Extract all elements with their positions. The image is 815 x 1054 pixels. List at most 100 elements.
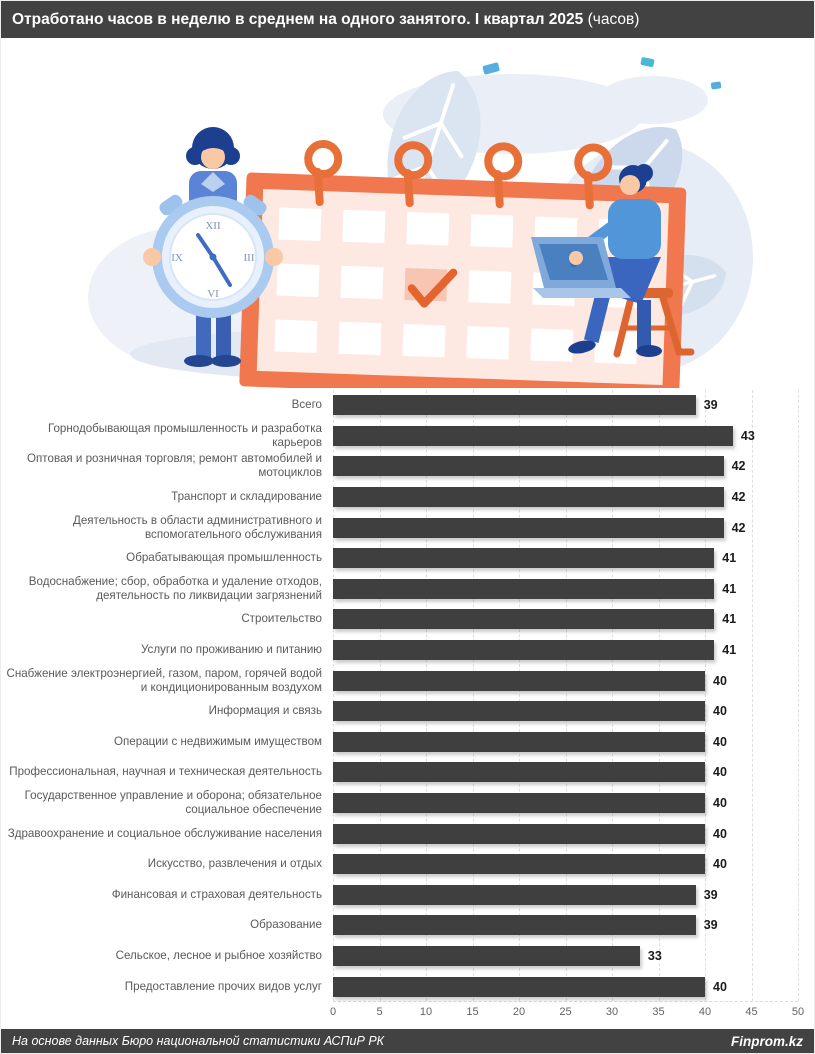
category-label: Операции с недвижимым имуществом	[114, 734, 322, 748]
x-tick-label: 0	[329, 1005, 337, 1018]
x-tick-label: 30	[605, 1005, 619, 1018]
header-bar: Отработано часов в неделю в среднем на о…	[1, 1, 814, 38]
x-axis: 0 5 10 15 20 25 30 35 40 45 50	[329, 1005, 804, 1022]
bar-track: 41	[333, 609, 798, 630]
bar	[333, 548, 715, 569]
bar	[333, 517, 724, 538]
chart-row: Государственное управление и оборона; об…	[1, 788, 814, 819]
category-label: Информация и связь	[208, 704, 322, 718]
chart-row: Услуги по проживанию и питанию 41	[1, 635, 814, 666]
chart-row: Всего 39	[1, 390, 814, 421]
bar	[333, 884, 696, 905]
category-label: Искусство, развлечения и отдых	[147, 857, 322, 871]
bar	[333, 854, 705, 875]
bar-track: 43	[333, 425, 798, 446]
bar-track: 40	[333, 793, 798, 814]
chart-row: Обрабатывающая промышленность 41	[1, 543, 814, 574]
bar-value-label: 40	[713, 796, 727, 811]
bar-value-label: 40	[713, 826, 727, 841]
bar-value-label: 41	[722, 643, 737, 658]
bar-value-label: 39	[703, 398, 718, 413]
category-label: Снабжение электроэнергией, газом, паром,…	[6, 666, 322, 694]
chart-row: Здравоохранение и социальное обслуживани…	[1, 818, 814, 849]
category-label: Горнодобывающая промышленность и разрабо…	[47, 421, 322, 449]
category-label: Обрабатывающая промышленность	[126, 551, 322, 565]
bar	[333, 762, 705, 783]
bar-track: 40	[333, 854, 798, 875]
category-label: Сельское, лесное и рыбное хозяйство	[115, 948, 322, 962]
calendar-rings	[303, 140, 612, 210]
bar	[333, 915, 696, 936]
bar	[333, 640, 715, 661]
bar-track: 33	[333, 945, 798, 966]
chart-row: Профессиональная, научная и техническая …	[1, 757, 814, 788]
bar-track: 40	[333, 731, 798, 752]
bar-track: 42	[333, 517, 798, 538]
bar-track: 41	[333, 578, 798, 599]
bar	[333, 487, 724, 508]
category-label: Оптовая и розничная торговля; ремонт авт…	[27, 452, 322, 480]
clock-numeral-ix: IX	[171, 252, 183, 264]
category-label: Всего	[291, 398, 322, 412]
bar	[333, 578, 715, 599]
bar	[333, 731, 705, 752]
person-with-clock: XII III VI IX	[142, 127, 283, 367]
bar-value-label: 41	[722, 581, 737, 596]
chart-row: Снабжение электроэнергией, газом, паром,…	[1, 665, 814, 696]
bar-value-label: 42	[731, 459, 746, 474]
bar-track: 42	[333, 456, 798, 477]
bar-track: 41	[333, 640, 798, 661]
category-label: Услуги по проживанию и питанию	[140, 642, 322, 656]
bar-value-label: 40	[713, 857, 727, 872]
bar-track: 39	[333, 915, 798, 936]
bar-track: 40	[333, 976, 798, 997]
chart-row: Операции с недвижимым имуществом 40	[1, 727, 814, 758]
calendar-clock-illustration: XII III VI IX	[87, 57, 753, 388]
x-tick-label: 15	[466, 1005, 479, 1018]
x-tick-label: 5	[376, 1005, 383, 1018]
bar-track: 40	[333, 701, 798, 722]
x-tick-label: 10	[419, 1005, 433, 1018]
chart-row: Информация и связь 40	[1, 696, 814, 727]
bar	[333, 945, 640, 966]
bar-value-label: 39	[703, 887, 718, 902]
bar-value-label: 41	[722, 551, 737, 566]
footer-bar: На основе данных Бюро национальной стати…	[1, 1029, 814, 1053]
bar-track: 41	[333, 548, 798, 569]
x-tick-label: 40	[698, 1005, 712, 1018]
bar-value-label: 33	[647, 948, 662, 963]
calendar-cells	[273, 207, 641, 365]
bar-value-label: 43	[740, 428, 755, 443]
category-label: Транспорт и складирование	[171, 490, 322, 503]
bar-value-label: 40	[713, 734, 727, 749]
category-label: Образование	[250, 918, 322, 932]
x-tick-label: 25	[559, 1005, 572, 1018]
bar-value-label: 42	[731, 520, 746, 535]
bar-track: 40	[333, 670, 798, 691]
bar	[333, 793, 705, 814]
bar	[333, 976, 705, 997]
bar-value-label: 40	[713, 765, 727, 780]
category-label: Водоснабжение; сбор, обработка и удалени…	[28, 574, 322, 602]
bar-chart: Всего 39 Горнодобывающая промышленность …	[1, 390, 814, 1022]
illustration: XII III VI IX	[1, 44, 814, 388]
check-icon	[407, 268, 457, 308]
person-with-laptop	[530, 164, 694, 358]
x-tick-label: 50	[791, 1005, 805, 1018]
bar-value-label: 40	[713, 673, 727, 688]
chart-rows: Всего 39 Горнодобывающая промышленность …	[1, 390, 814, 1002]
category-label: Здравоохранение и социальное обслуживани…	[7, 826, 322, 840]
bar-value-label: 40	[713, 704, 727, 719]
bar-value-label: 42	[731, 490, 746, 505]
bar-track: 40	[333, 762, 798, 783]
category-label: Предоставление прочих видов услуг	[124, 979, 322, 993]
chart-row: Предоставление прочих видов услуг 40	[1, 971, 814, 1002]
category-label: Профессиональная, научная и техническая …	[9, 765, 322, 779]
clock-numeral-iii: III	[243, 252, 254, 264]
bar-value-label: 40	[713, 979, 727, 994]
category-label: Финансовая и страховая деятельность	[111, 887, 322, 901]
brand-logo: Finprom.kz	[730, 1033, 803, 1049]
chart-row: Строительство 41	[1, 604, 814, 635]
bar	[333, 823, 705, 844]
